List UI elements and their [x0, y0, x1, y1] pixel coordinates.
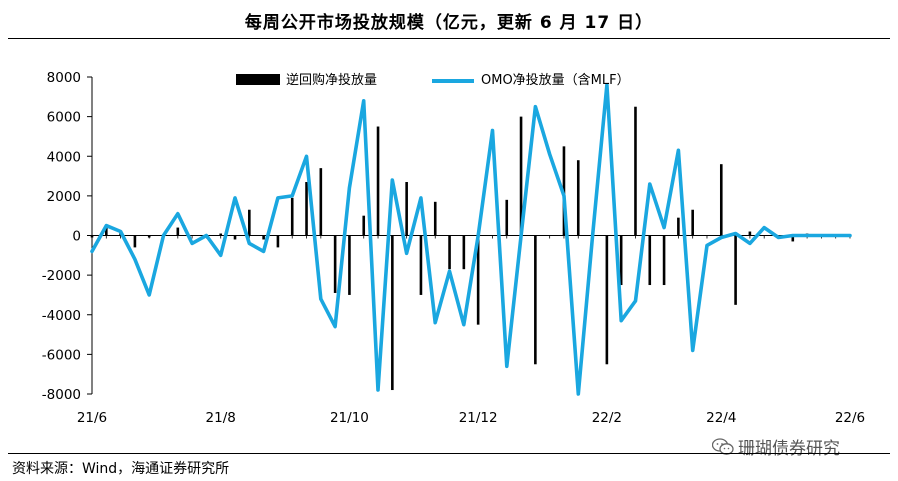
bar-reverse-repo: [534, 235, 537, 365]
bar-reverse-repo: [662, 235, 666, 286]
bar-reverse-repo: [648, 235, 652, 286]
bar-reverse-repo: [748, 231, 752, 236]
x-tick-label: 21/6: [77, 410, 107, 426]
bar-reverse-repo: [691, 209, 694, 236]
bar-reverse-repo: [319, 168, 323, 236]
chart-title: 每周公开市场投放规模（亿元，更新 6 月 17 日）: [244, 13, 654, 33]
bar-reverse-repo: [262, 235, 265, 240]
x-tick-label: 22/6: [835, 410, 865, 426]
bar-reverse-repo: [719, 164, 723, 236]
bar-reverse-repo: [105, 225, 108, 236]
bar-reverse-repo: [348, 235, 351, 295]
bar-reverse-repo: [147, 235, 151, 238]
y-tick-label: 0: [72, 229, 81, 245]
bar-reverse-repo: [791, 235, 795, 242]
bar-reverse-repo: [576, 160, 580, 236]
y-tick-label: 6000: [47, 110, 81, 126]
legend-line-label: OMO净投放量（含MLF）: [481, 72, 630, 88]
bar-reverse-repo: [276, 235, 280, 248]
bar-reverse-repo: [176, 227, 180, 236]
series-line-omo: [90, 83, 852, 396]
bar-reverse-repo: [90, 235, 94, 238]
x-tick-label: 21/8: [206, 410, 236, 426]
legend-bar-swatch: [236, 74, 280, 85]
bar-reverse-repo: [362, 215, 366, 236]
bar-reverse-repo: [734, 235, 737, 305]
bottom-rule: [8, 453, 890, 454]
chart-canvas: 8000 6000 4000 2000 0 -2000 -4000 -6000 -8000 21…: [42, 70, 865, 426]
watermark-text: 珊瑚债券研究: [738, 439, 840, 459]
bar-reverse-repo: [233, 235, 237, 240]
bar-reverse-repo: [333, 235, 337, 293]
y-tick-label: 4000: [47, 149, 81, 165]
bar-reverse-repo: [448, 235, 451, 270]
bar-reverse-repo: [248, 209, 251, 236]
x-tick-label: 22/2: [592, 410, 622, 426]
bar-reverse-repo: [677, 217, 680, 236]
bar-reverse-repo: [133, 235, 137, 248]
bar-reverse-repo: [391, 235, 394, 391]
bar-reverse-repo: [519, 116, 523, 236]
top-rule: [8, 38, 890, 39]
bar-reverse-repo: [419, 235, 423, 295]
bar-reverse-repo: [634, 106, 637, 236]
y-tick-label: -4000: [42, 308, 81, 324]
y-tick-label: -8000: [42, 387, 81, 403]
bar-reverse-repo: [405, 182, 408, 236]
bar-reverse-repo: [605, 235, 609, 365]
bar-reverse-repo: [305, 182, 308, 236]
x-tick-label: 21/12: [459, 410, 498, 426]
y-tick-label: -2000: [42, 268, 81, 284]
bar-reverse-repo: [619, 235, 623, 286]
bar-reverse-repo: [219, 233, 223, 236]
bar-reverse-repo: [476, 235, 480, 325]
y-tick-label: 2000: [47, 189, 81, 205]
bar-reverse-repo: [376, 126, 380, 236]
y-tick-label: 8000: [47, 70, 81, 86]
watermark: 珊瑚债券研究: [712, 434, 840, 459]
legend-bar-label: 逆回购净投放量: [286, 72, 377, 88]
bar-reverse-repo: [290, 197, 294, 236]
y-tick-label: -6000: [42, 347, 81, 363]
bar-reverse-repo: [433, 201, 437, 236]
x-tick-label: 21/10: [330, 410, 369, 426]
bar-reverse-repo: [462, 235, 466, 270]
x-tick-label: 22/4: [706, 410, 736, 426]
bar-reverse-repo: [505, 199, 509, 236]
source-note: 资料来源：Wind，海通证券研究所: [12, 461, 230, 477]
